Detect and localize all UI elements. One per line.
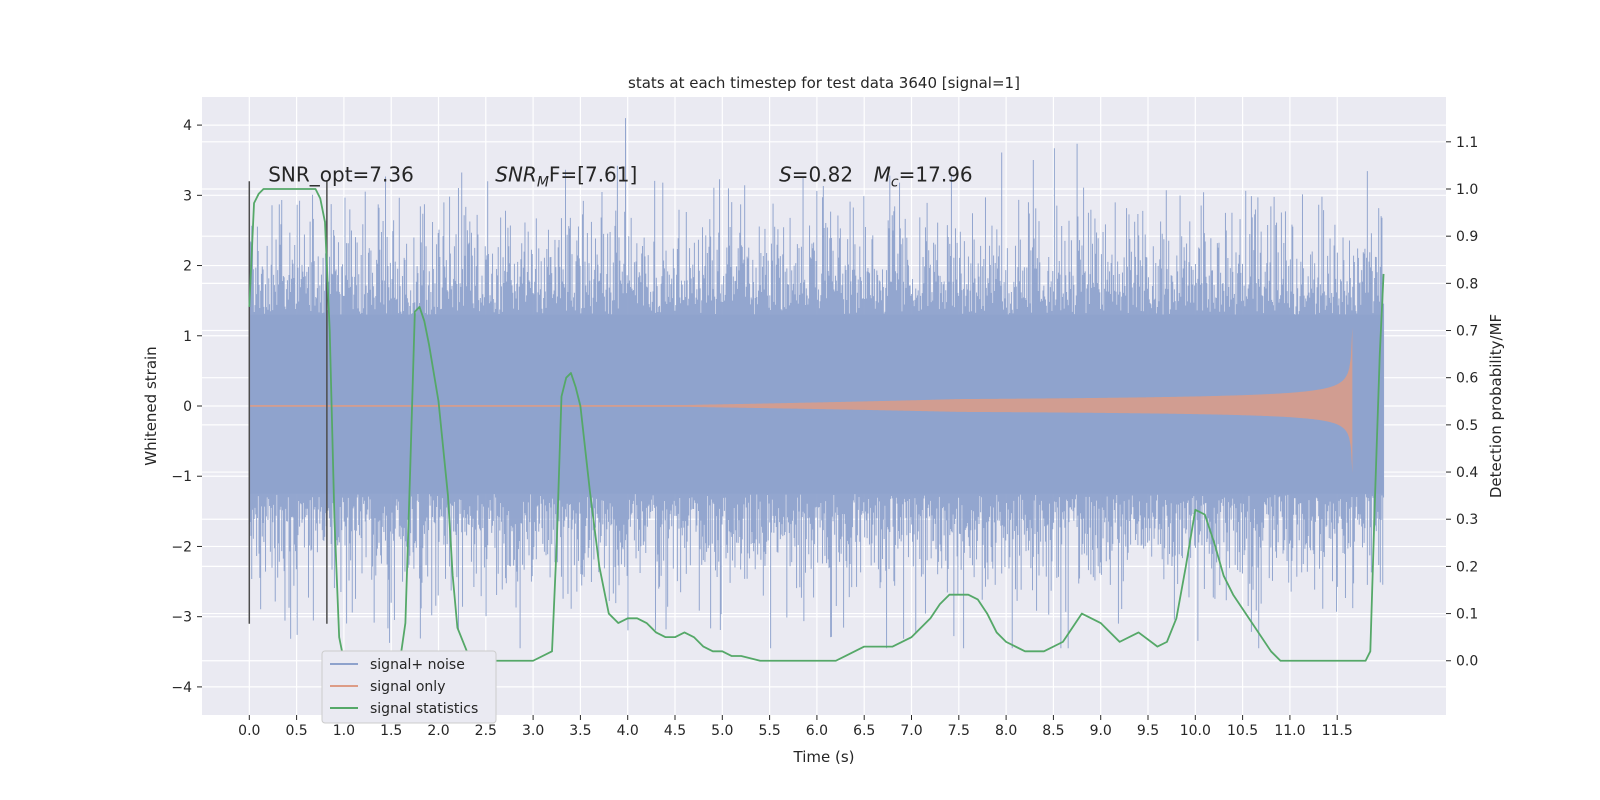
y2-tick-label: 0.6 xyxy=(1456,371,1478,387)
y-tick-label: 1 xyxy=(183,329,192,345)
x-axis-label: Time (s) xyxy=(793,748,855,766)
annotations: SNR_opt=7.36 SNRMF=[7.61] S=0.82 Mc=17.96 xyxy=(268,162,972,190)
legend: signal+ noise signal only signal statist… xyxy=(321,650,497,724)
y2-tick-label: 0.5 xyxy=(1456,418,1478,434)
x-tick-label: 7.0 xyxy=(900,723,922,739)
x-tick-label: 0.0 xyxy=(238,723,260,739)
legend-label-signal-only: signal only xyxy=(370,679,445,695)
y2-tick-label: 0.1 xyxy=(1456,607,1478,623)
x-tick-label: 9.0 xyxy=(1090,723,1112,739)
y-tick-label: 4 xyxy=(183,118,192,134)
y-tick-label: −3 xyxy=(171,610,192,626)
x-axis-ticks: 0.0 0.5 1.0 1.5 2.0 2.5 3.0 3.5 4.0 4.5 5.0 5.5 6.0 6… xyxy=(238,715,1353,739)
annotation-2: S=0.82 xyxy=(779,162,853,186)
signal-only-series xyxy=(249,327,1353,494)
y-tick-label: −2 xyxy=(171,539,192,555)
x-tick-label: 10.0 xyxy=(1180,723,1211,739)
legend-label-signal-noise: signal+ noise xyxy=(370,657,465,673)
x-tick-label: 1.5 xyxy=(380,723,402,739)
x-tick-label: 8.0 xyxy=(995,723,1017,739)
y2-tick-label: 1.1 xyxy=(1456,135,1478,151)
x-tick-label: 4.5 xyxy=(664,723,686,739)
x-tick-label: 2.5 xyxy=(475,723,497,739)
y-axis-ticks: −4 −3 −2 −1 0 1 2 3 4 xyxy=(171,118,202,696)
y-tick-label: 2 xyxy=(183,259,192,275)
x-tick-label: 3.5 xyxy=(569,723,591,739)
x-tick-label: 3.0 xyxy=(522,723,544,739)
y-tick-label: 0 xyxy=(183,399,192,415)
x-tick-label: 6.0 xyxy=(806,723,828,739)
y2-axis-ticks: 0.0 0.1 0.2 0.3 0.4 0.5 0.6 0.7 0.8 0.9 1.0 1.1 xyxy=(1446,135,1478,670)
y-tick-label: 3 xyxy=(183,188,192,204)
x-tick-label: 2.0 xyxy=(427,723,449,739)
x-tick-label: 0.5 xyxy=(285,723,307,739)
x-tick-label: 1.0 xyxy=(333,723,355,739)
y2-tick-label: 0.8 xyxy=(1456,276,1478,292)
chirp-envelope xyxy=(249,327,1353,494)
x-tick-label: 10.5 xyxy=(1227,723,1258,739)
y2-tick-label: 0.2 xyxy=(1456,559,1478,575)
y2-tick-label: 0.7 xyxy=(1456,324,1478,340)
x-tick-label: 11.0 xyxy=(1274,723,1305,739)
x-tick-label: 5.0 xyxy=(711,723,733,739)
annotation-0: SNR_opt=7.36 xyxy=(268,162,414,186)
y2-tick-label: 0.9 xyxy=(1456,229,1478,245)
y-tick-label: −4 xyxy=(171,680,192,696)
y2-tick-label: 0.3 xyxy=(1456,512,1478,528)
y2-tick-label: 0.4 xyxy=(1456,465,1478,481)
legend-label-signal-statistics: signal statistics xyxy=(370,701,478,717)
y2-tick-label: 1.0 xyxy=(1456,182,1478,198)
x-tick-label: 9.5 xyxy=(1137,723,1159,739)
y2-axis-label: Detection probability/MF xyxy=(1487,314,1505,498)
x-tick-label: 4.0 xyxy=(617,723,639,739)
y2-tick-label: 0.0 xyxy=(1456,654,1478,670)
annotation-3: Mc=17.96 xyxy=(874,162,973,190)
y-tick-label: −1 xyxy=(171,469,192,485)
legend-box xyxy=(321,650,497,724)
y-axis-label: Whitened strain xyxy=(142,346,160,465)
x-tick-label: 5.5 xyxy=(758,723,780,739)
chart-title: stats at each timestep for test data 364… xyxy=(628,74,1020,92)
x-tick-label: 6.5 xyxy=(853,723,875,739)
x-tick-label: 8.5 xyxy=(1042,723,1064,739)
x-tick-label: 7.5 xyxy=(948,723,970,739)
x-tick-label: 11.5 xyxy=(1322,723,1353,739)
annotation-1: SNRMF=[7.61] xyxy=(495,162,637,190)
